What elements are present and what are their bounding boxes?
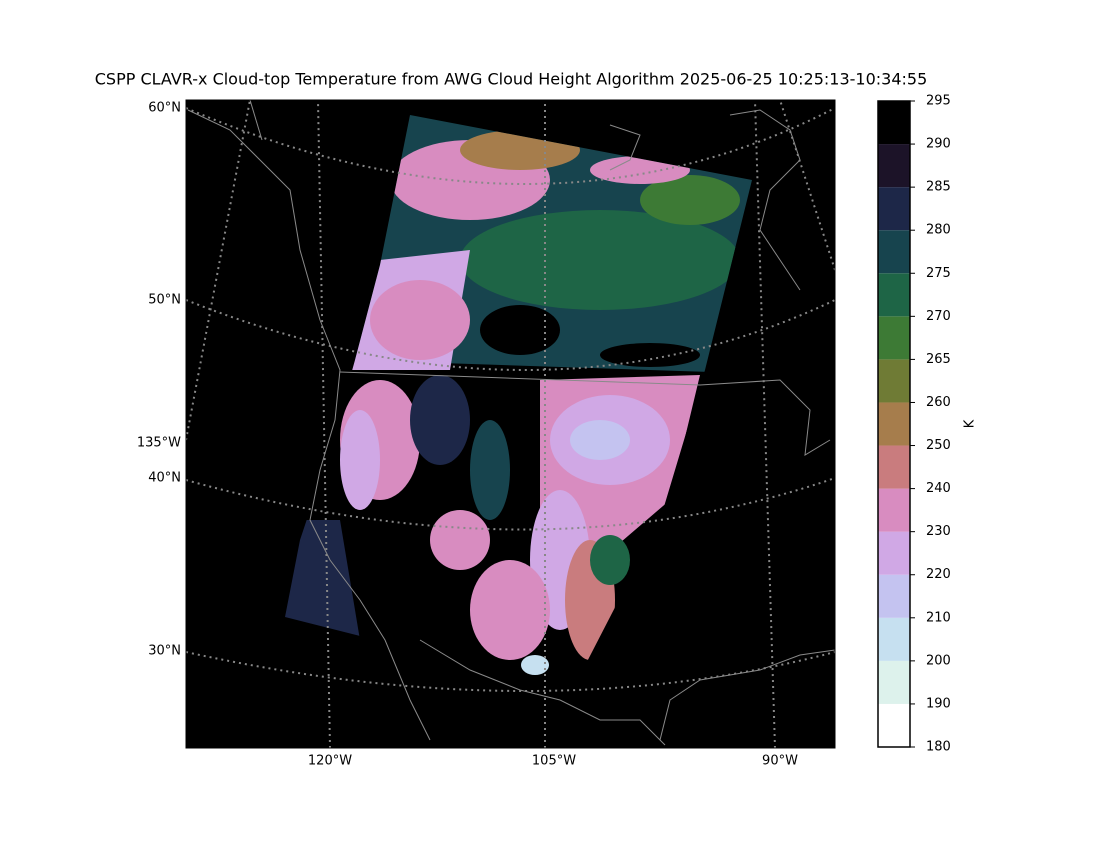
colorbar-tick-label: 285 xyxy=(926,180,951,195)
colorbar-tick-label: 260 xyxy=(926,395,951,410)
colorbar-bin xyxy=(878,101,910,145)
colorbar-tick-label: 180 xyxy=(926,740,951,755)
colorbar-bin xyxy=(878,187,910,231)
colorbar-tick-label: 295 xyxy=(926,94,951,109)
colorbar-bin xyxy=(878,574,910,618)
map-labels: 60°N 50°N 135°W 40°N 30°N 120°W 105°W 90°W xyxy=(137,101,798,769)
colorbar-bin xyxy=(878,488,910,532)
lat-label: 50°N xyxy=(148,293,181,308)
colorbar-bin xyxy=(878,316,910,360)
colorbar-tick-label: 275 xyxy=(926,266,951,281)
colorbar-bin xyxy=(878,531,910,575)
colorbar-tick-label: 230 xyxy=(926,524,951,539)
colorbar-bin xyxy=(878,445,910,489)
lon-label: 90°W xyxy=(762,754,798,769)
colorbar-bin xyxy=(878,273,910,317)
colorbar-bin xyxy=(878,402,910,446)
lon-label: 120°W xyxy=(308,754,352,769)
colorbar-label: K xyxy=(963,419,978,428)
lon-label: 105°W xyxy=(532,754,576,769)
title: CSPP CLAVR-x Cloud-top Temperature from … xyxy=(95,70,928,89)
colorbar-tick-label: 290 xyxy=(926,137,951,152)
lat-label: 60°N xyxy=(148,101,181,116)
colorbar-bin xyxy=(878,144,910,188)
colorbar: 180 190 200 210 220 230 240 250 260 265 270 275 280 2… xyxy=(877,94,978,755)
lat-label: 30°N xyxy=(148,644,181,659)
colorbar-bin xyxy=(878,617,910,661)
lat-label: 40°N xyxy=(148,471,181,486)
colorbar-tick-label: 200 xyxy=(926,653,951,668)
colorbar-bin xyxy=(878,660,910,704)
colorbar-tick-label: 220 xyxy=(926,567,951,582)
colorbar-tick-label: 270 xyxy=(926,309,951,324)
colorbar-tick-label: 190 xyxy=(926,696,951,711)
map-frame xyxy=(185,99,836,749)
colorbar-tick-label: 280 xyxy=(926,223,951,238)
colorbar-tick-label: 240 xyxy=(926,481,951,496)
colorbar-bin xyxy=(878,230,910,274)
colorbar-bin xyxy=(878,359,910,403)
colorbar-tick-label: 265 xyxy=(926,352,951,367)
colorbar-frame xyxy=(877,100,911,748)
colorbar-tick-label: 250 xyxy=(926,438,951,453)
colorbar-tick-label: 210 xyxy=(926,610,951,625)
lat-label: 135°W xyxy=(137,436,181,451)
colorbar-bin xyxy=(878,703,910,747)
map xyxy=(186,100,835,748)
